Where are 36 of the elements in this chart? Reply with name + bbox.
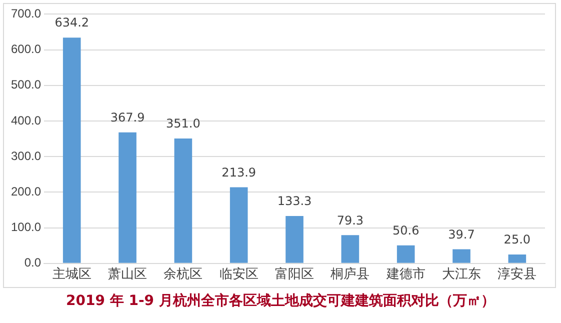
y-tick-label: 0.0 (24, 256, 42, 270)
x-tick-label: 临安区 (219, 266, 258, 281)
y-tick-label: 100.0 (11, 220, 42, 234)
data-label: 50.6 (392, 224, 420, 238)
bar (452, 249, 470, 263)
data-label: 634.2 (54, 16, 90, 30)
y-tick-label: 600.0 (11, 42, 42, 56)
x-tick-label: 萧山区 (108, 266, 148, 281)
y-tick-label: 300.0 (11, 148, 42, 163)
x-tick-label: 富阳区 (275, 266, 314, 281)
x-tick-label: 余杭区 (164, 266, 203, 281)
y-tick-label: 700.0 (11, 6, 42, 21)
data-label: 133.3 (277, 194, 312, 208)
bar (508, 254, 526, 263)
x-tick-label: 淳安县 (498, 266, 537, 281)
bar (118, 132, 136, 263)
y-tick-label: 200.0 (11, 184, 42, 199)
x-tick-label: 主城区 (52, 266, 92, 281)
bar (62, 38, 81, 263)
bar (174, 138, 192, 263)
x-tick-label: 大江东 (442, 266, 482, 281)
y-tick-label: 400.0 (11, 113, 42, 128)
data-label: 39.7 (448, 227, 475, 242)
y-tick-label: 500.0 (11, 78, 42, 92)
data-label: 213.9 (222, 165, 256, 180)
data-label: 25.0 (504, 232, 531, 247)
data-label: 351.0 (166, 116, 200, 131)
x-tick-label: 建德市 (385, 266, 426, 281)
x-tick-label: 桐庐县 (330, 266, 370, 281)
bar (230, 187, 248, 263)
bar (341, 235, 360, 263)
bar (286, 216, 304, 263)
data-label: 367.9 (110, 110, 145, 125)
data-label: 79.3 (336, 213, 364, 228)
bar (396, 245, 415, 263)
text: 2019 年 1-9 月杭州全市各区域土地成交可建建筑面积对比（万㎡） (65, 292, 496, 310)
